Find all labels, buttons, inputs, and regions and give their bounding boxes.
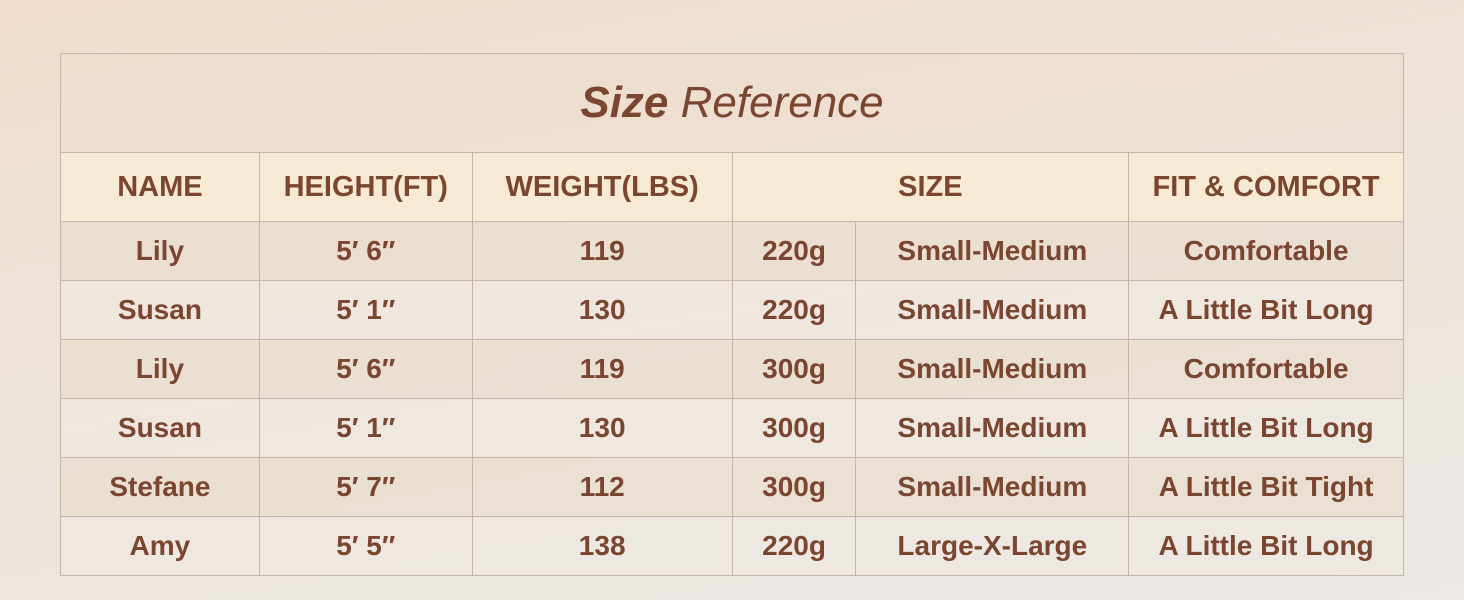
cell-weight: 119 xyxy=(471,221,733,281)
cell-fabric: 220g xyxy=(731,280,857,340)
cell-fit: A Little Bit Long xyxy=(1128,516,1404,576)
cell-fit: A Little Bit Long xyxy=(1128,280,1404,340)
table-row: Susan 5′ 1″ 130 300g Small-Medium A Little Bi… xyxy=(60,398,1404,458)
header-weight: WEIGHT(LBS) xyxy=(471,152,733,222)
table-row: Lily 5′ 6″ 119 220g Small-Medium Comfortable xyxy=(60,221,1404,281)
cell-fit: A Little Bit Long xyxy=(1128,398,1404,458)
table-row: Stefane 5′ 7″ 112 300g Small-Medium A Little … xyxy=(60,457,1404,517)
cell-weight: 130 xyxy=(471,280,733,340)
title-bold: Size xyxy=(580,78,669,127)
cell-height: 5′ 1″ xyxy=(258,280,473,340)
cell-fabric: 300g xyxy=(731,457,857,517)
table-row: Lily 5′ 6″ 119 300g Small-Medium Comfortable xyxy=(60,339,1404,399)
cell-size: Large-X-Large xyxy=(855,516,1130,576)
cell-name: Amy xyxy=(60,516,260,576)
header-name: NAME xyxy=(60,152,260,222)
cell-fabric: 220g xyxy=(731,516,857,576)
cell-name: Lily xyxy=(60,339,260,399)
cell-name: Lily xyxy=(60,221,260,281)
cell-size: Small-Medium xyxy=(855,339,1130,399)
cell-fabric: 300g xyxy=(731,398,857,458)
cell-name: Susan xyxy=(60,280,260,340)
header-row: NAME HEIGHT(FT) WEIGHT(LBS) SIZE FIT & C… xyxy=(60,152,1404,222)
header-fit: FIT & COMFORT xyxy=(1128,152,1404,222)
header-height: HEIGHT(FT) xyxy=(258,152,473,222)
cell-size: Small-Medium xyxy=(855,457,1130,517)
table-row: Susan 5′ 1″ 130 220g Small-Medium A Little Bi… xyxy=(60,280,1404,340)
cell-name: Stefane xyxy=(60,457,260,517)
cell-weight: 130 xyxy=(471,398,733,458)
cell-fabric: 220g xyxy=(731,221,857,281)
table-title: Size Reference xyxy=(60,53,1404,153)
cell-fit: A Little Bit Tight xyxy=(1128,457,1404,517)
cell-weight: 138 xyxy=(471,516,733,576)
cell-height: 5′ 5″ xyxy=(258,516,473,576)
cell-size: Small-Medium xyxy=(855,398,1130,458)
cell-height: 5′ 7″ xyxy=(258,457,473,517)
header-size: SIZE xyxy=(731,152,1130,222)
title-rest: Reference xyxy=(680,78,884,127)
cell-height: 5′ 6″ xyxy=(258,221,473,281)
cell-fabric: 300g xyxy=(731,339,857,399)
size-reference-table: Size Reference NAME HEIGHT(FT) WEIGHT(LB… xyxy=(60,53,1404,576)
cell-weight: 112 xyxy=(471,457,733,517)
cell-name: Susan xyxy=(60,398,260,458)
cell-fit: Comfortable xyxy=(1128,339,1404,399)
table-row: Amy 5′ 5″ 138 220g Large-X-Large A Little Bit… xyxy=(60,516,1404,576)
cell-height: 5′ 1″ xyxy=(258,398,473,458)
cell-size: Small-Medium xyxy=(855,221,1130,281)
cell-weight: 119 xyxy=(471,339,733,399)
cell-size: Small-Medium xyxy=(855,280,1130,340)
cell-fit: Comfortable xyxy=(1128,221,1404,281)
cell-height: 5′ 6″ xyxy=(258,339,473,399)
